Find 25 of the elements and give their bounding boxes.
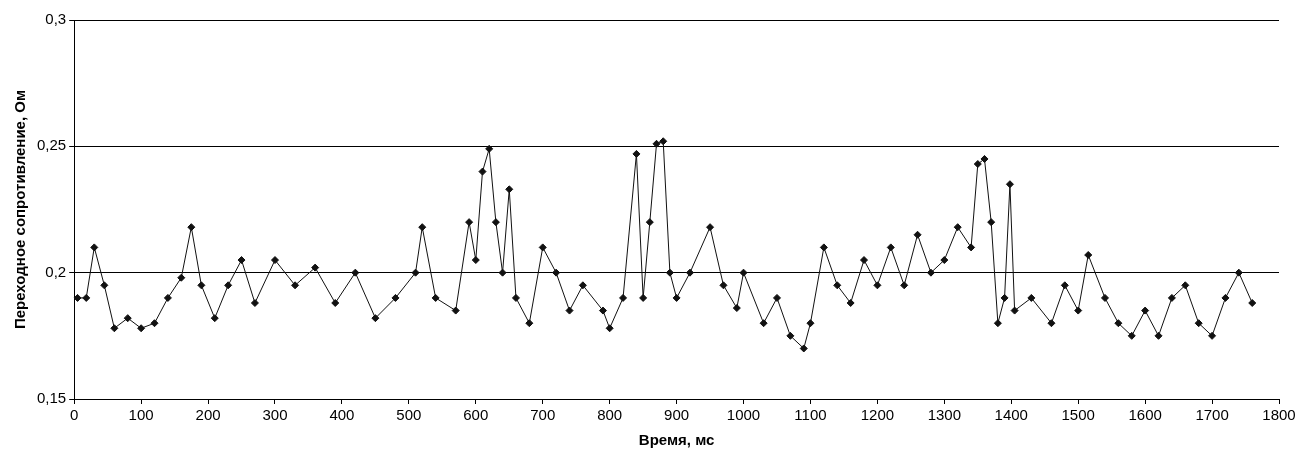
x-tick-label: 1000: [726, 406, 761, 424]
x-tick-label: 1200: [860, 406, 895, 424]
y-tick-label: 0,25: [36, 136, 67, 154]
x-tick-label: 200: [195, 406, 221, 424]
x-tick-label: 400: [329, 406, 355, 424]
x-tick-label: 0: [70, 406, 79, 424]
y-axis-title: Переходное сопротивление, Ом: [11, 89, 29, 330]
x-tick-label: 500: [396, 406, 422, 424]
x-tick-label: 700: [530, 406, 556, 424]
x-tick-label: 1400: [994, 406, 1028, 424]
y-tick-label: 0,2: [45, 262, 67, 280]
x-tick-label: 1100: [794, 406, 827, 424]
x-tick-label: 1600: [1128, 406, 1162, 424]
x-tick-label: 100: [128, 406, 154, 424]
y-tick-label: 0,3: [45, 10, 67, 28]
x-tick-label: 600: [463, 406, 489, 424]
y-tick-label: 0,15: [36, 389, 67, 407]
x-tick-label: 300: [262, 406, 288, 424]
x-tick-label: 1700: [1195, 406, 1229, 424]
x-tick-label: 1800: [1262, 406, 1296, 424]
x-tick-label: 900: [664, 406, 690, 424]
x-axis-title: Время, мс: [638, 431, 715, 449]
x-tick-label: 800: [597, 406, 623, 424]
x-tick-label: 1300: [927, 406, 962, 424]
x-tick-label: 1500: [1061, 406, 1095, 424]
